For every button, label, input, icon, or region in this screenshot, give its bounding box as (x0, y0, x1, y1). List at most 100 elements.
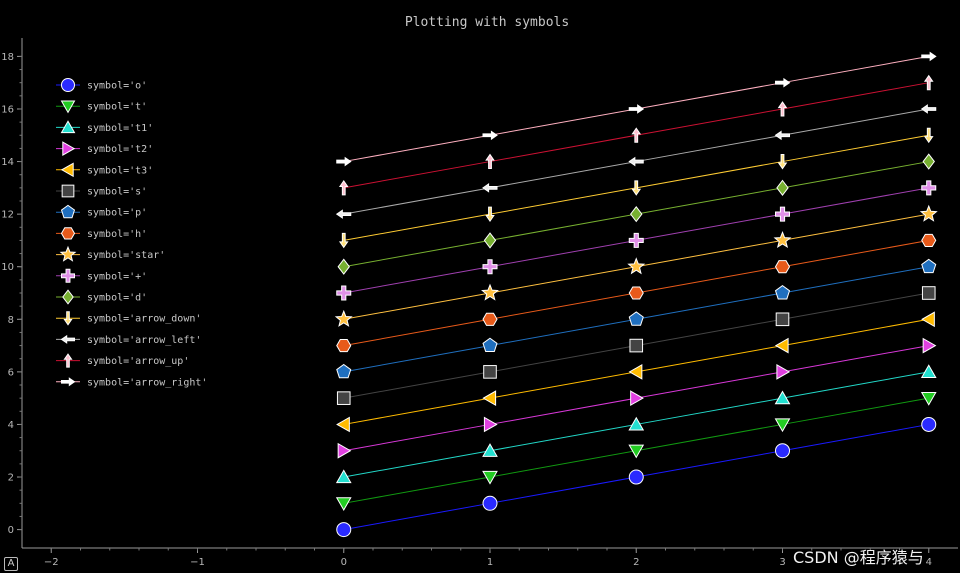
data-point (628, 286, 644, 300)
y-tick-label: 0 (8, 525, 14, 536)
data-point (774, 390, 791, 405)
data-point (921, 311, 935, 328)
data-point (628, 104, 645, 114)
series-0 (336, 416, 937, 538)
legend-label: symbol='s' (87, 187, 147, 198)
legend-item: symbol='arrow_up' (56, 353, 189, 368)
legend-item: symbol='arrow_down' (56, 311, 201, 326)
watermark: CSDN @程序猿与 (793, 548, 924, 567)
data-point (774, 130, 790, 141)
legend-label: symbol='o' (87, 81, 147, 92)
data-point (921, 180, 937, 196)
data-point (338, 179, 349, 196)
legend-symbol (63, 353, 73, 368)
legend-label: symbol='arrow_up' (87, 356, 189, 367)
data-point (630, 390, 644, 407)
data-point (921, 51, 937, 62)
y-tick-label: 14 (1, 157, 14, 168)
legend-item: symbol='t3' (56, 162, 153, 178)
data-point (774, 337, 789, 354)
x-tick-label: 4 (926, 557, 932, 568)
series-6 (336, 258, 937, 379)
series-5 (336, 286, 936, 405)
data-point (920, 104, 937, 114)
data-point (922, 337, 937, 354)
data-point (482, 259, 498, 275)
legend-label: symbol='arrow_down' (87, 314, 201, 325)
legend-item: symbol='s' (56, 184, 147, 198)
legend: symbol='o' symbol='t' symbol='t1' symbol='t… (56, 78, 207, 388)
data-point (482, 183, 498, 193)
legend-item: symbol='o' (56, 78, 147, 92)
data-point (336, 391, 351, 405)
data-point (482, 337, 498, 353)
series-layer (334, 51, 938, 538)
legend-symbol (60, 204, 76, 219)
series-1 (335, 392, 937, 511)
data-point (482, 470, 498, 485)
y-tick-label: 6 (8, 367, 14, 378)
legend-label: symbol='+' (87, 271, 147, 282)
series-7 (336, 233, 937, 353)
series-3 (337, 337, 937, 459)
legend-item: symbol='h' (56, 227, 147, 240)
data-point (921, 416, 937, 432)
data-point (482, 312, 498, 326)
data-point (628, 469, 644, 485)
data-point (629, 338, 644, 353)
legend-label: symbol='t' (87, 102, 147, 113)
legend-label: symbol='arrow_left' (87, 335, 201, 346)
legend-item: symbol='t' (56, 100, 147, 114)
data-point (775, 443, 790, 459)
data-point (334, 309, 353, 327)
data-point (921, 258, 937, 274)
data-point (481, 283, 499, 301)
data-point (630, 205, 643, 223)
data-point (774, 285, 791, 300)
data-point (774, 418, 791, 433)
series-12 (335, 104, 937, 219)
data-point (775, 206, 790, 222)
legend-item: symbol='t1' (56, 120, 153, 134)
data-point (336, 416, 350, 433)
data-point (774, 260, 791, 274)
data-point (485, 206, 495, 223)
legend-symbol (62, 289, 74, 305)
data-point (921, 286, 936, 300)
data-point (338, 232, 349, 249)
series-4 (336, 311, 935, 433)
legend-symbol (61, 184, 75, 198)
data-point (628, 444, 645, 459)
data-point (920, 392, 937, 406)
data-point (482, 390, 497, 407)
data-point (628, 364, 643, 380)
legend-item: symbol='t2' (56, 141, 153, 156)
legend-item: symbol='star' (56, 245, 165, 262)
y-tick-label: 2 (8, 473, 14, 484)
data-point (628, 416, 645, 431)
x-tick-label: 1 (487, 557, 493, 568)
data-point (336, 339, 352, 353)
y-tick-label: 8 (8, 315, 14, 326)
auto-range-button[interactable]: A (4, 557, 18, 571)
legend-item: symbol='arrow_left' (56, 334, 201, 346)
data-point (335, 209, 352, 219)
data-point (919, 204, 938, 222)
data-point (483, 416, 498, 433)
legend-symbol (60, 100, 76, 114)
legend-symbol (61, 377, 76, 387)
x-tick-label: 0 (341, 557, 347, 568)
data-point (628, 232, 644, 248)
data-point (921, 233, 937, 247)
data-point (335, 469, 352, 484)
legend-label: symbol='t3' (87, 165, 153, 176)
series-13 (338, 74, 934, 196)
y-tick-label: 10 (1, 262, 14, 273)
data-point (777, 101, 788, 117)
series-9 (336, 180, 937, 301)
data-point (777, 154, 788, 170)
legend-symbol (63, 311, 73, 326)
data-point (776, 179, 789, 197)
data-point (775, 77, 791, 88)
